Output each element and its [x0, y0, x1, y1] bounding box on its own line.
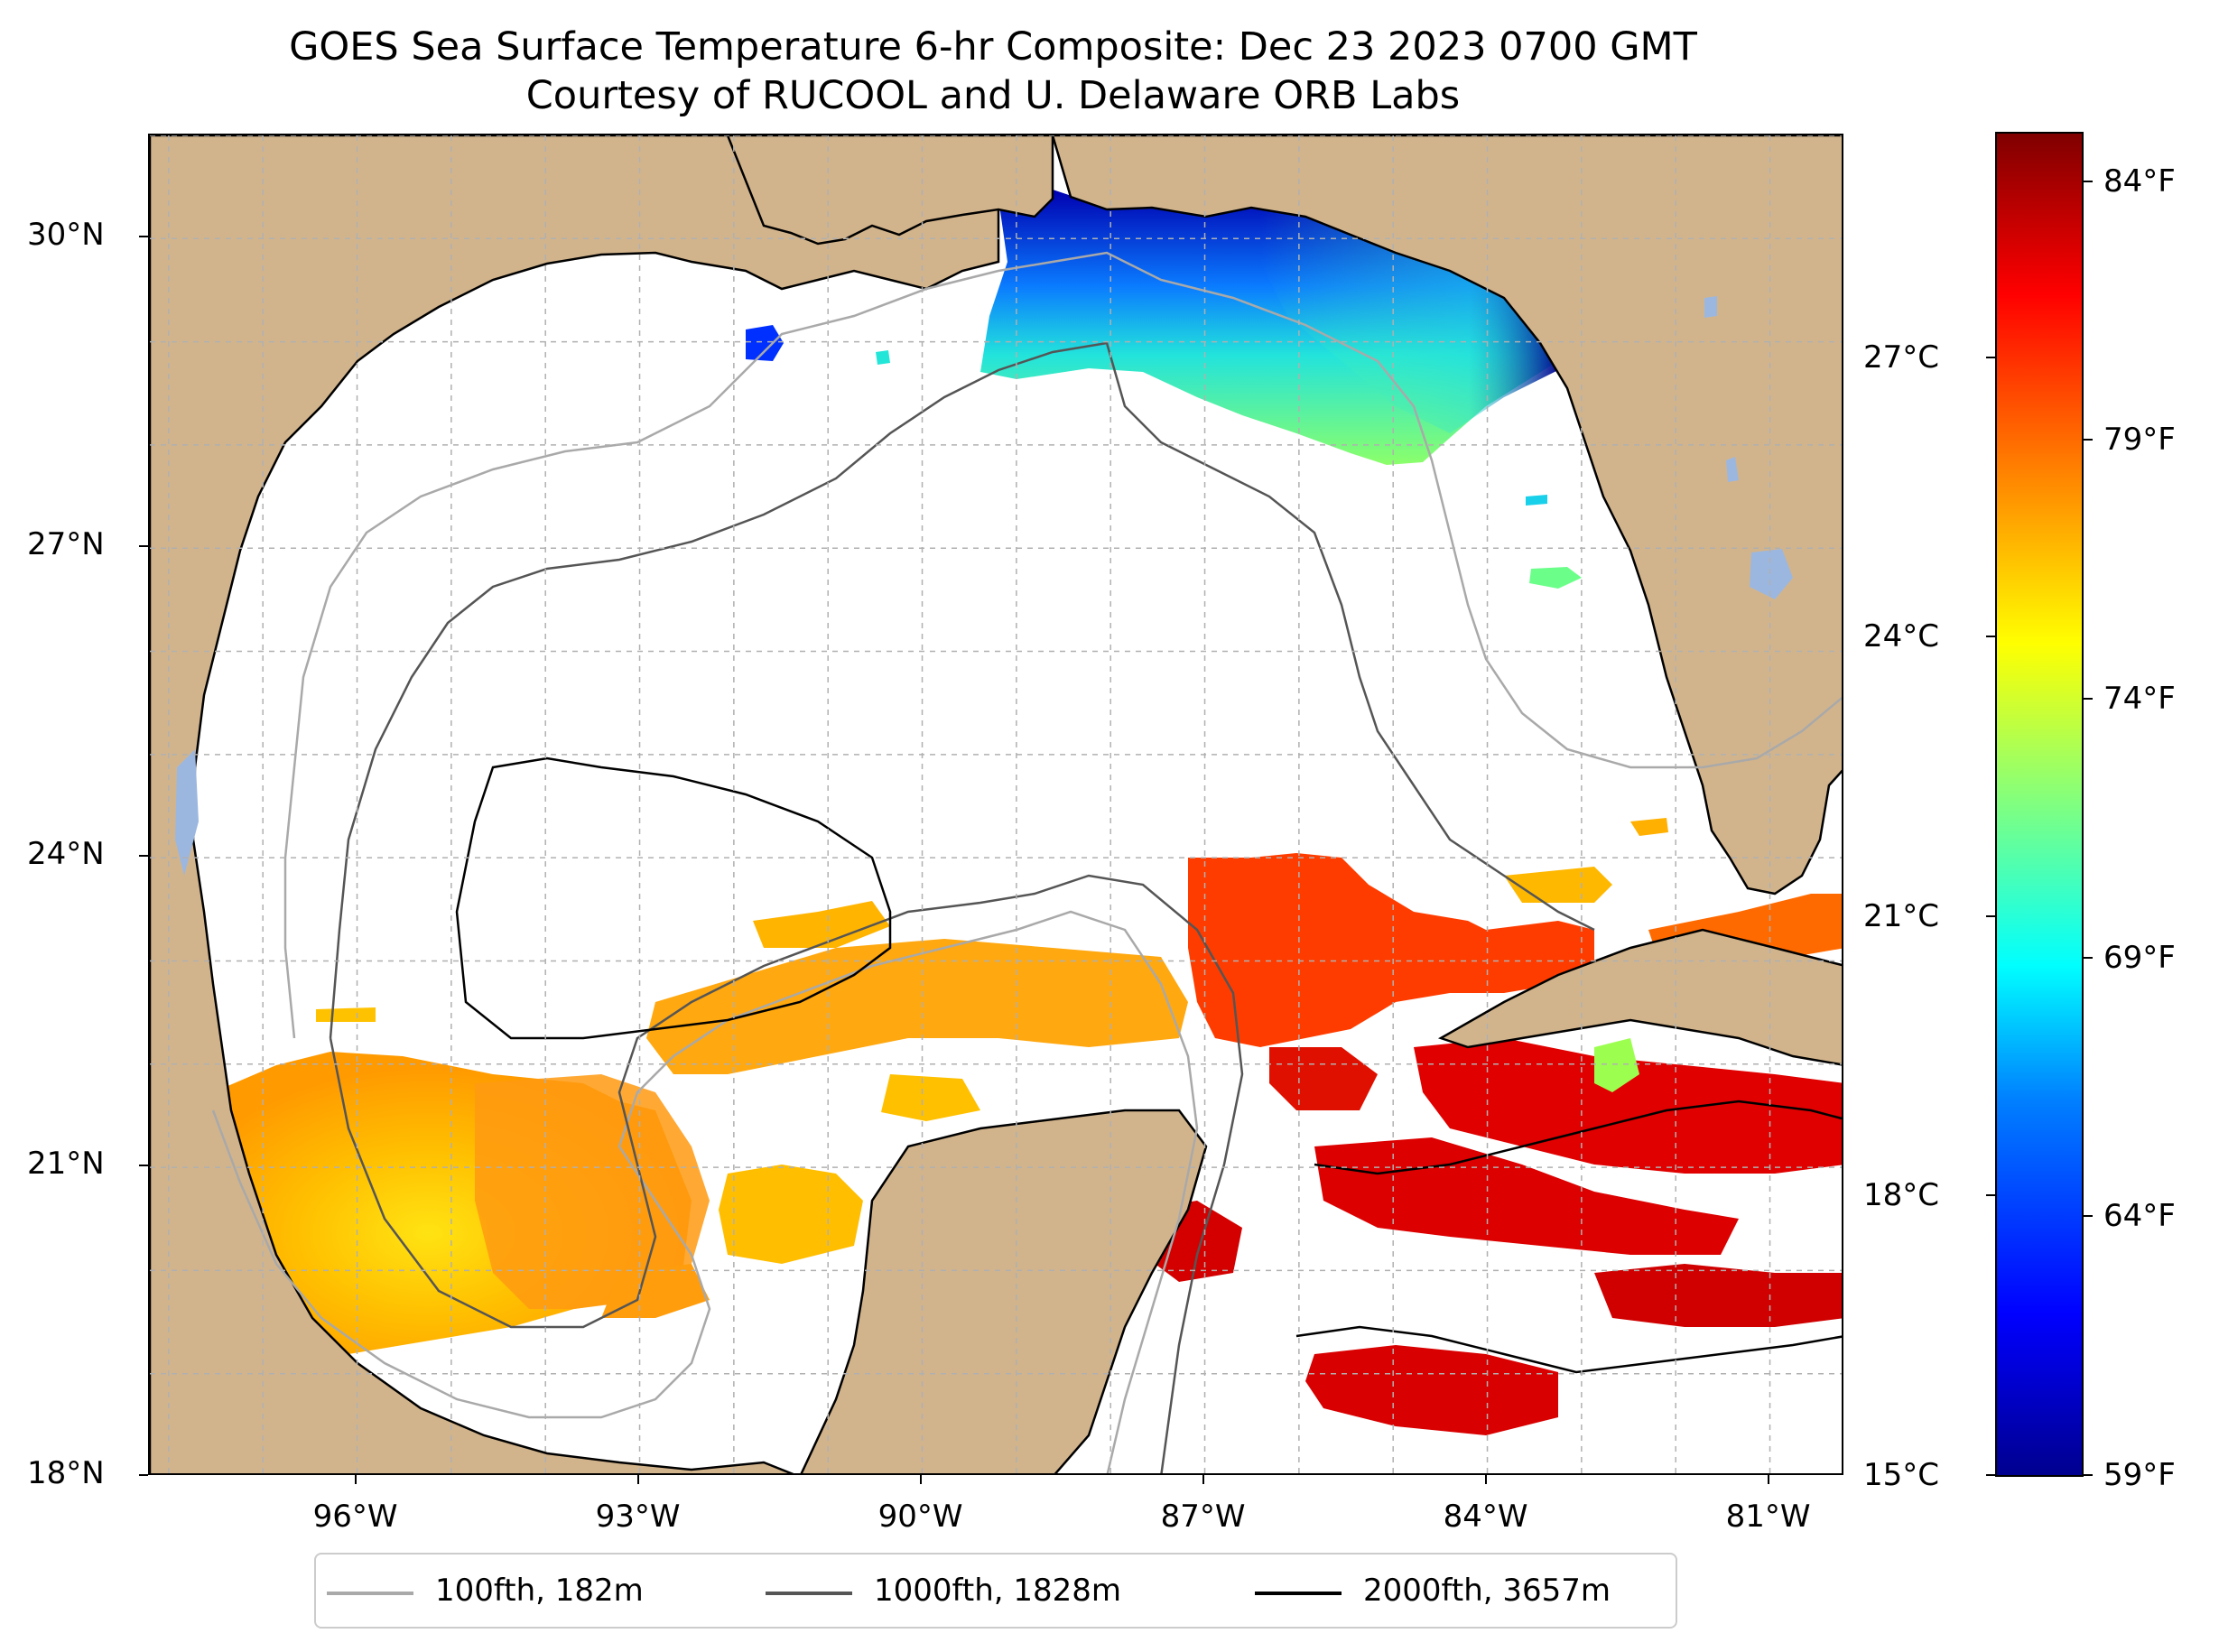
legend-label-100fth: 100fth, 182m [435, 1573, 644, 1609]
map-title: GOES Sea Surface Temperature 6-hr Compos… [289, 24, 1697, 70]
sst-data-layer [213, 190, 1842, 1435]
lake-small-fl-2 [1704, 296, 1717, 318]
y-tick-mark [139, 236, 148, 238]
y-tick-label: 27°N [27, 526, 105, 563]
land-layer [150, 135, 1842, 1473]
colorbar-celsius-tick [1986, 636, 1995, 638]
contour-2000fth-caribbean [1314, 1100, 1842, 1175]
land-louisiana-delta [726, 135, 1054, 246]
sst-green-spot [1529, 567, 1582, 589]
sst-caribbean-green [1594, 1038, 1639, 1092]
legend-label-1000fth: 1000fth, 1828m [874, 1573, 1122, 1609]
x-tick-label: 96°W [312, 1499, 398, 1535]
colorbar-celsius-label: 18°C [1863, 1177, 1940, 1214]
y-tick-mark [139, 855, 148, 858]
map-subtitle: Courtesy of RUCOOL and U. Delaware ORB L… [525, 73, 1461, 118]
colorbar-fahrenheit-tick [2084, 698, 2093, 701]
lake-okeechobee [1750, 549, 1793, 599]
colorbar-fahrenheit-tick [2084, 180, 2093, 182]
contour-100fth [283, 251, 1842, 1039]
x-tick-mark [636, 1475, 639, 1484]
sst-yellow-west-small [316, 1007, 376, 1022]
colorbar-fahrenheit-tick [2084, 1215, 2093, 1218]
colorbar-fahrenheit-label: 79°F [2103, 422, 2176, 459]
contour-1000fth [329, 341, 1595, 1039]
bathymetry-legend: 100fth, 182m 1000fth, 1828m 2000fth, 365… [314, 1553, 1677, 1629]
legend-label-2000fth: 2000fth, 3657m [1363, 1573, 1611, 1609]
sst-campeche-east [719, 1165, 863, 1264]
land-north-america-west [150, 135, 1000, 1473]
map-panel[interactable] [148, 134, 1843, 1475]
x-tick-mark [919, 1475, 922, 1484]
sst-orange-strip [753, 901, 890, 948]
sst-caribbean-red-2 [1269, 1047, 1378, 1110]
colorbar-fahrenheit-label: 74°F [2103, 681, 2176, 718]
contour-1000fth-south [329, 874, 1244, 1473]
y-tick-label: 30°N [27, 217, 105, 254]
colorbar-celsius-label: 27°C [1863, 339, 1940, 376]
legend-swatch-2000fth [1255, 1592, 1342, 1595]
colorbar-fahrenheit-label: 59°F [2103, 1457, 2176, 1493]
sst-central-orange [646, 939, 1188, 1074]
x-tick-label: 81°W [1725, 1499, 1811, 1535]
sst-caribbean-red-5 [1305, 1345, 1558, 1435]
contour-100fth-south [211, 910, 1199, 1473]
y-tick-label: 21°N [27, 1146, 105, 1183]
land-florida [1051, 135, 1842, 896]
sst-cyan-spot [876, 350, 890, 365]
colorbar-celsius-label: 15°C [1863, 1457, 1940, 1493]
lake-lagoon-tx [175, 749, 199, 876]
colorbar-celsius-tick [1986, 1474, 1995, 1476]
sst-yucatan-north [881, 1074, 980, 1121]
colorbar-fahrenheit-tick [2084, 956, 2093, 959]
colorbar [1995, 132, 2084, 1477]
colorbar-fahrenheit-tick [2084, 439, 2093, 441]
y-tick-mark [139, 1474, 148, 1476]
colorbar-celsius-label: 21°C [1863, 897, 1940, 934]
x-tick-label: 84°W [1443, 1499, 1528, 1535]
x-tick-mark [1484, 1475, 1487, 1484]
x-tick-mark [1202, 1475, 1204, 1484]
y-tick-mark [139, 1165, 148, 1167]
contour-2000fth [455, 756, 892, 1040]
x-tick-mark [354, 1475, 357, 1484]
contour-2000fth-caribbean-2 [1295, 1325, 1842, 1374]
colorbar-fahrenheit-label: 84°F [2103, 162, 2176, 200]
colorbar-celsius-tick [1986, 914, 1995, 917]
colorbar-fahrenheit-label: 69°F [2103, 939, 2176, 976]
x-tick-label: 87°W [1160, 1499, 1246, 1535]
colorbar-fahrenheit-tick [2084, 1474, 2093, 1476]
legend-swatch-100fth [327, 1592, 413, 1595]
y-tick-mark [139, 545, 148, 548]
graticule [150, 135, 1842, 1473]
y-tick-label: 18°N [27, 1455, 105, 1491]
sst-caribbean-red-1 [1414, 1038, 1842, 1174]
legend-swatch-1000fth [766, 1592, 852, 1595]
sst-fl-strait-yellow [1630, 818, 1668, 836]
bathymetry-contours [211, 251, 1842, 1473]
colorbar-celsius-tick [1986, 356, 1995, 358]
land-yucatan [800, 1109, 1208, 1473]
lake-layer [175, 296, 1793, 876]
sst-cyan-spot-2 [1526, 495, 1547, 506]
sst-caribbean-red-6 [1594, 1264, 1842, 1327]
colorbar-celsius-label: 24°C [1863, 618, 1940, 655]
x-tick-label: 93°W [595, 1499, 681, 1535]
colorbar-celsius-tick [1986, 1194, 1995, 1197]
sst-cold-spot-la [746, 325, 784, 361]
map-canvas [150, 135, 1842, 1473]
colorbar-fahrenheit-label: 64°F [2103, 1198, 2176, 1235]
sst-loop-current-yellow [1504, 867, 1612, 903]
sst-loop-current [1188, 853, 1594, 1047]
y-tick-label: 24°N [27, 836, 105, 873]
lake-small-fl-1 [1726, 457, 1739, 482]
x-tick-mark [1767, 1475, 1769, 1484]
x-tick-label: 90°W [877, 1499, 963, 1535]
